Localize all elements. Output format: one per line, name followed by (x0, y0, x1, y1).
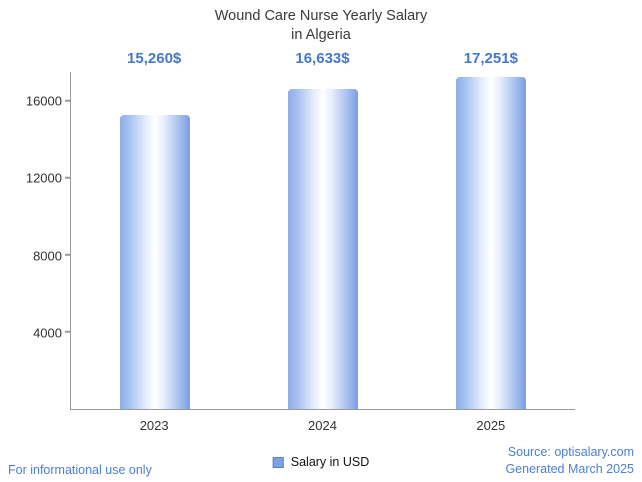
bar-value-label: 15,260$ (127, 50, 182, 67)
y-tick-label: 16000 (25, 93, 62, 109)
disclaimer-text: For informational use only (8, 463, 152, 477)
source-block: Source: optisalary.com Generated March 2… (505, 444, 634, 478)
y-tick-label: 12000 (25, 170, 62, 186)
bar-slot (71, 72, 239, 409)
x-axis-label: 2025 (476, 418, 506, 433)
chart-title-line2: in Algeria (291, 26, 351, 43)
generated-text: Generated March 2025 (505, 462, 634, 477)
source-text[interactable]: Source: optisalary.com (507, 445, 634, 460)
bar-2025 (456, 76, 526, 409)
y-tick-label: 8000 (33, 248, 62, 263)
y-axis-tick-labels: 4000 8000 12000 16000 (0, 72, 62, 410)
y-tick-mark (65, 254, 71, 256)
bar-slot (239, 72, 407, 409)
chart-title: Wound Care Nurse Yearly Salary in Algeri… (0, 7, 642, 45)
bar-value-label: 17,251$ (463, 50, 518, 67)
bar-slot (407, 72, 575, 409)
legend-label: Salary in USD (290, 455, 370, 469)
y-tick-mark (65, 177, 71, 179)
legend: Salary in USD (272, 455, 370, 469)
bars (71, 72, 575, 409)
plot-area (65, 72, 575, 410)
y-tick-label: 4000 (33, 325, 62, 341)
y-tick-mark (65, 100, 71, 102)
legend-swatch-icon (272, 456, 284, 468)
bar-2024 (288, 88, 358, 409)
y-tick-mark (65, 331, 71, 333)
x-axis-label: 2024 (308, 418, 337, 433)
bar-value-labels-row: 15,260$ 16,633$ 17,251$ (70, 50, 575, 67)
x-axis-label: 2023 (139, 418, 169, 433)
x-axis-labels-row: 2023 2024 2025 (70, 418, 575, 433)
bar-2023 (120, 115, 190, 409)
chart-title-line1: Wound Care Nurse Yearly Salary (214, 8, 428, 24)
bar-value-label: 16,633$ (295, 50, 350, 67)
